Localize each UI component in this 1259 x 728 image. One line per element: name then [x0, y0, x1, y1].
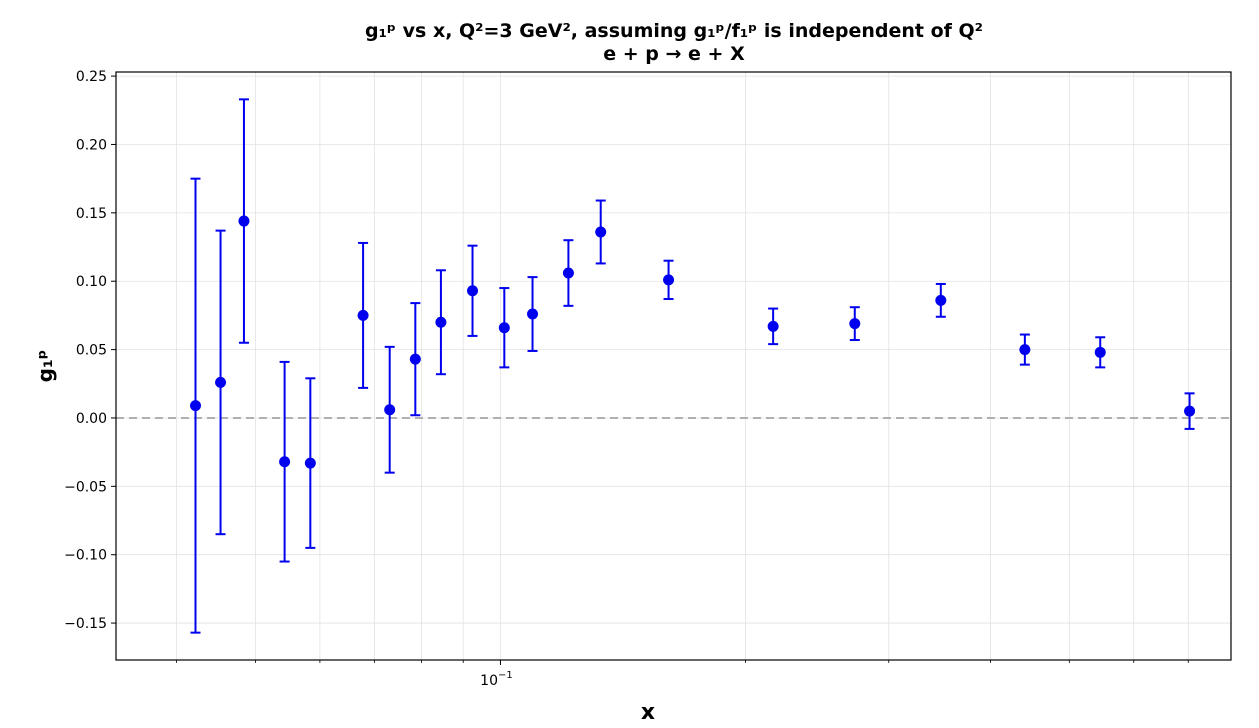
data-point-group — [279, 360, 291, 563]
data-point — [1019, 344, 1031, 356]
data-point — [935, 294, 947, 306]
data-point-group — [1019, 333, 1031, 366]
data-point-group — [384, 345, 396, 474]
data-point — [562, 267, 574, 279]
data-point-group — [435, 269, 447, 376]
y-tick-label: 0.20 — [76, 137, 107, 153]
y-tick-label: −0.15 — [64, 616, 107, 632]
data-point — [384, 404, 396, 416]
data-series — [190, 98, 1196, 634]
data-point — [304, 457, 316, 469]
x-axis-label: x — [641, 700, 655, 725]
data-point — [527, 308, 539, 320]
x-tick-label: 10−1 — [480, 670, 513, 689]
data-point-group — [595, 199, 607, 265]
y-tick-label: 0.05 — [76, 343, 107, 359]
data-point-group — [849, 306, 861, 342]
data-point-group — [1184, 392, 1196, 430]
data-point — [663, 274, 675, 286]
data-point — [190, 400, 202, 412]
chart-title-line1: g₁ᵖ vs x, Q²=3 GeV², assuming g₁ᵖ/f₁ᵖ is… — [365, 20, 983, 42]
data-point-group — [190, 177, 202, 634]
data-point — [357, 309, 369, 321]
data-point-group — [238, 98, 250, 344]
data-point — [215, 376, 227, 388]
data-point-group — [304, 377, 316, 549]
data-point-group — [409, 302, 421, 417]
data-point — [498, 322, 510, 334]
data-point-group — [527, 276, 539, 352]
data-point-group — [498, 287, 510, 369]
data-point — [1184, 405, 1196, 417]
data-point — [849, 318, 861, 330]
data-point — [1094, 346, 1106, 358]
x-tick-label-exponent: −1 — [498, 670, 513, 681]
grid — [116, 72, 1231, 660]
data-point-group — [663, 259, 675, 300]
data-point — [279, 456, 291, 468]
y-tick-label: 0.25 — [76, 69, 107, 85]
data-point-group — [357, 241, 369, 389]
data-point-group — [467, 244, 479, 337]
data-point — [435, 316, 447, 328]
data-point-group — [935, 282, 947, 318]
y-tick-label: −0.10 — [64, 548, 107, 564]
y-axis-label: g₁ᵖ — [33, 350, 57, 383]
chart-title-line2: e + p → e + X — [603, 43, 745, 65]
data-point-group — [1094, 336, 1106, 369]
data-point — [767, 320, 779, 332]
data-point — [467, 285, 479, 297]
y-tick-label: 0.10 — [76, 274, 107, 290]
data-point — [409, 353, 421, 365]
data-point — [238, 215, 250, 227]
y-tick-label: −0.05 — [64, 479, 107, 495]
y-tick-label: 0.00 — [76, 411, 107, 427]
data-point-group — [215, 229, 227, 536]
data-point-group — [767, 307, 779, 346]
plot-frame — [115, 71, 1232, 661]
data-point — [595, 226, 607, 238]
y-tick-label: 0.15 — [76, 206, 107, 222]
data-point-group — [562, 239, 574, 307]
axis-ticks: −0.15 −0.10 −0.05 0.00 0.05 0.10 0.15 0.20 0.25 1… — [64, 69, 1189, 689]
